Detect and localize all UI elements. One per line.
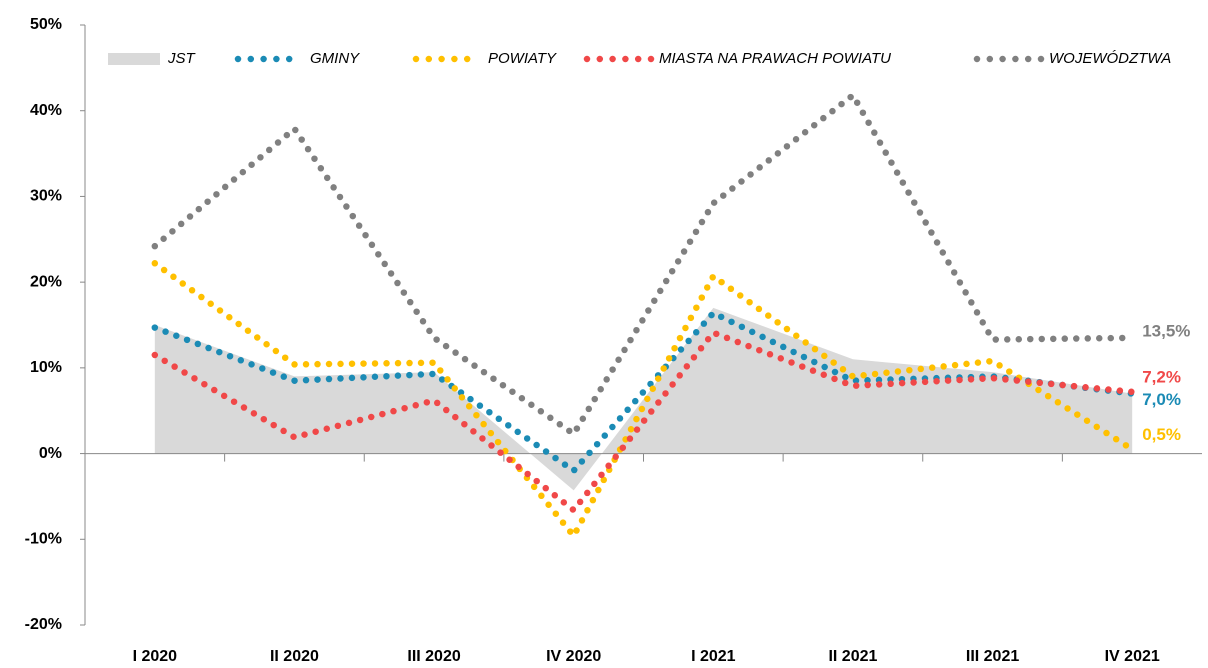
x-tick-label: I 2021	[691, 648, 736, 665]
area	[154, 307, 1133, 491]
y-tick-label: -10%	[25, 531, 62, 548]
legend-swatch	[108, 53, 160, 65]
y-tick-label: 40%	[30, 102, 62, 119]
line	[151, 328, 1136, 515]
y-tick-label: 20%	[30, 273, 62, 290]
legend-label: WOJEWÓDZTWA	[1049, 50, 1171, 67]
legend-label: GMINY	[310, 50, 360, 67]
value-label: 7,2%	[1142, 367, 1181, 386]
legend-label: POWIATY	[488, 50, 557, 67]
y-tick-label: 0%	[39, 445, 62, 462]
y-tick-label: 10%	[30, 359, 62, 376]
x-tick-label: IV 2020	[546, 648, 601, 665]
value-label: 13,5%	[1142, 321, 1190, 340]
x-tick-label: IV 2021	[1105, 648, 1160, 665]
value-label: 0,5%	[1142, 425, 1181, 444]
legend-label: MIASTA NA PRAWACH POWIATU	[659, 50, 891, 67]
line	[151, 260, 1136, 542]
y-tick-label: 50%	[30, 16, 62, 33]
x-tick-label: III 2020	[407, 648, 460, 665]
x-tick-label: I 2020	[133, 648, 178, 665]
x-tick-label: III 2021	[966, 648, 1019, 665]
legend-label: JST	[167, 50, 197, 67]
y-tick-label: 30%	[30, 188, 62, 205]
x-tick-label: II 2021	[828, 648, 877, 665]
x-tick-label: II 2020	[270, 648, 319, 665]
y-tick-label: -20%	[25, 616, 62, 633]
value-label: 7,0%	[1142, 390, 1181, 409]
line	[151, 90, 1136, 439]
